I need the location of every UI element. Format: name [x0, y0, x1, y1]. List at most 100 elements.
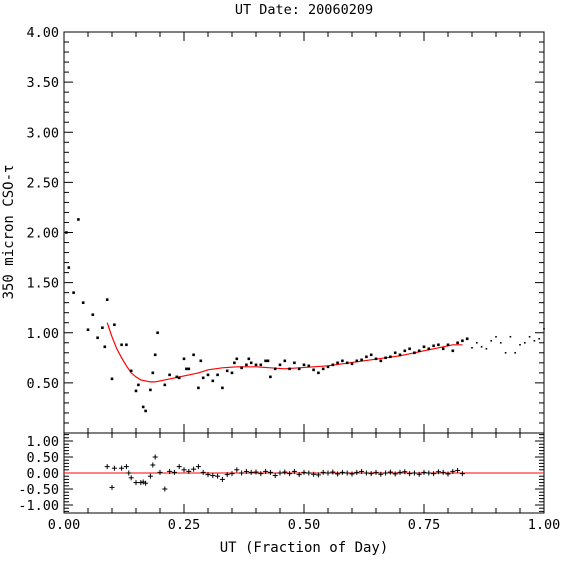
- main-data-point: [461, 339, 464, 343]
- residual-data-point: [162, 486, 168, 492]
- residual-data-point: [224, 472, 230, 478]
- main-data-point: [101, 326, 104, 330]
- main-data-point: [105, 298, 109, 301]
- main-y-tick-label: 4.00: [26, 25, 59, 41]
- residual-data-point: [315, 472, 321, 478]
- residual-data-point: [378, 471, 384, 477]
- main-data-point: [293, 361, 296, 365]
- main-data-point: [504, 352, 507, 354]
- main-data-point: [543, 327, 545, 330]
- main-y-tick-label: 3.00: [26, 125, 59, 141]
- residual-data-point: [150, 462, 156, 468]
- main-data-point: [427, 347, 431, 351]
- residual-data-point: [392, 471, 398, 477]
- main-data-point: [417, 349, 421, 353]
- main-data-point: [273, 367, 277, 371]
- residual-data-point: [133, 480, 139, 486]
- main-data-point: [221, 386, 224, 390]
- residual-data-point: [181, 467, 187, 473]
- main-data-point: [269, 375, 272, 379]
- residual-data-point: [363, 470, 369, 476]
- residual-data-point: [397, 469, 403, 475]
- main-data-point: [211, 379, 215, 383]
- main-data-point: [297, 367, 301, 371]
- main-data-point: [264, 359, 267, 363]
- residual-data-point: [459, 471, 465, 477]
- main-data-point: [413, 351, 416, 355]
- main-data-point: [245, 363, 248, 367]
- residual-data-point: [229, 471, 235, 477]
- main-data-point: [533, 339, 536, 342]
- main-data-point: [524, 341, 526, 344]
- residual-data-point: [335, 471, 341, 477]
- main-data-point: [312, 368, 315, 372]
- residual-data-point: [138, 480, 144, 486]
- main-data-point: [129, 369, 133, 373]
- residual-data-point: [431, 471, 437, 477]
- residual-data-point: [301, 469, 307, 475]
- residual-data-point: [205, 472, 211, 478]
- residual-data-point: [104, 464, 110, 470]
- main-data-point: [451, 349, 455, 353]
- main-data-point: [110, 377, 114, 381]
- main-y-tick-label: 1.00: [26, 326, 59, 342]
- main-data-point: [369, 353, 373, 357]
- main-data-point: [249, 361, 253, 365]
- residual-data-point: [210, 473, 216, 479]
- main-data-point: [379, 359, 383, 363]
- main-data-point: [355, 359, 359, 363]
- main-data-point: [384, 356, 387, 360]
- residual-data-point: [248, 469, 254, 475]
- main-data-point: [456, 341, 459, 345]
- residual-data-point: [387, 469, 393, 475]
- residual-panel: 1.000.500.00-0.50-1.00: [18, 432, 545, 514]
- main-data-point: [321, 367, 325, 371]
- residual-data-point: [111, 465, 117, 471]
- main-y-tick-label: 2.00: [26, 226, 59, 242]
- main-data-point: [408, 347, 411, 351]
- main-y-tick-label: 2.50: [26, 175, 59, 191]
- residual-data-points: [104, 454, 465, 492]
- residual-data-point: [373, 469, 379, 475]
- residual-data-point: [445, 471, 451, 477]
- residual-data-point: [109, 484, 115, 490]
- residual-data-point: [421, 469, 427, 475]
- main-data-point: [199, 359, 203, 363]
- residual-data-point: [311, 471, 317, 477]
- residual-data-point: [243, 468, 249, 474]
- main-data-point: [374, 357, 378, 361]
- residual-data-point: [119, 465, 125, 471]
- main-data-point: [389, 355, 392, 359]
- main-data-point: [247, 357, 251, 361]
- main-data-point: [141, 405, 145, 409]
- residual-data-point: [253, 469, 259, 475]
- main-data-point: [360, 358, 363, 362]
- main-data-point: [278, 363, 282, 367]
- main-y-axis: 0.50 1.00 1.50 2.00 2.50 3.00 3.50 4.00: [26, 25, 544, 434]
- main-data-point: [225, 369, 229, 373]
- main-y-tick-label: 1.50: [26, 276, 59, 292]
- main-data-point: [156, 331, 159, 335]
- main-data-point: [331, 363, 335, 367]
- main-data-point: [125, 343, 128, 347]
- x-tick-label: 1.00: [528, 517, 561, 533]
- main-data-points: [65, 218, 545, 413]
- main-data-point: [144, 409, 147, 413]
- residual-data-point: [296, 472, 302, 478]
- residual-data-point: [325, 470, 331, 476]
- x-tick-label: 0.25: [168, 517, 201, 533]
- main-data-point: [350, 362, 354, 366]
- main-data-point: [519, 343, 521, 346]
- main-data-point: [393, 351, 397, 355]
- main-data-point: [149, 388, 152, 392]
- residual-data-point: [330, 469, 336, 475]
- residual-data-point: [152, 454, 158, 460]
- main-data-point: [65, 231, 68, 234]
- main-data-point: [341, 359, 344, 363]
- residual-y-axis: 1.000.500.00-0.50-1.00: [18, 434, 544, 514]
- main-data-point: [163, 383, 167, 387]
- main-data-point: [432, 344, 435, 348]
- residual-y-tick-label: 1.00: [26, 434, 59, 450]
- residual-data-point: [258, 471, 264, 477]
- residual-data-point: [440, 469, 446, 475]
